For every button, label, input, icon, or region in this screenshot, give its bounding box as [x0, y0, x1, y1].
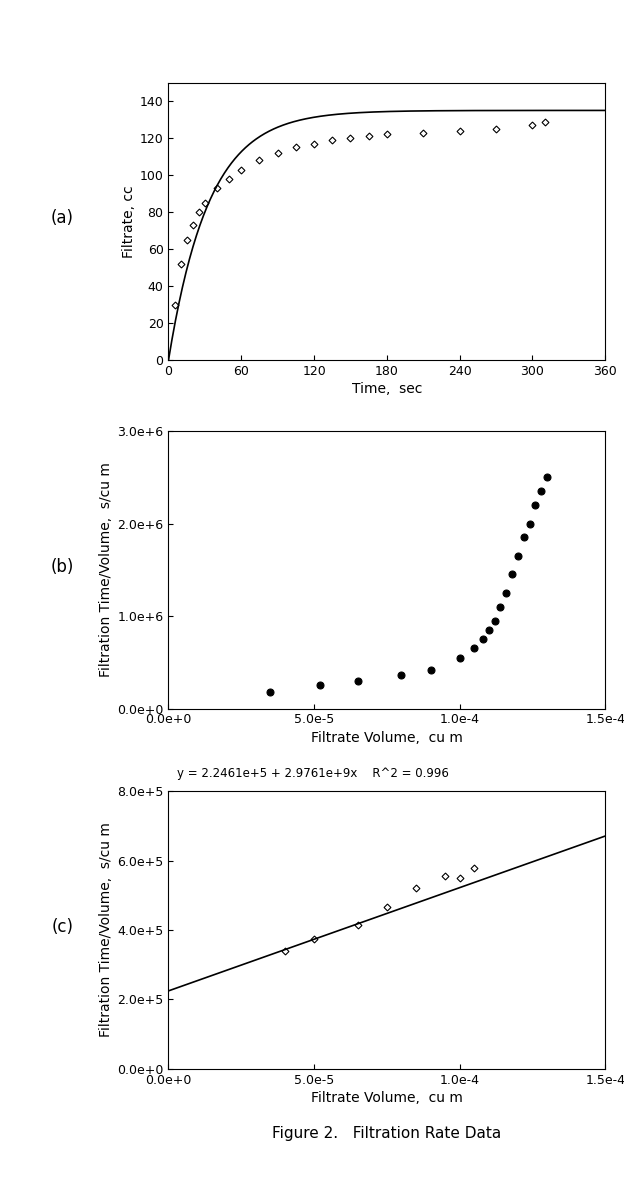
- X-axis label: Time,  sec: Time, sec: [352, 383, 422, 397]
- Y-axis label: Filtrate, cc: Filtrate, cc: [122, 185, 135, 257]
- Y-axis label: Filtration Time/Volume,  s/cu m: Filtration Time/Volume, s/cu m: [99, 463, 113, 677]
- Text: (c): (c): [51, 918, 74, 937]
- Text: (b): (b): [51, 557, 74, 576]
- Y-axis label: Filtration Time/Volume,  s/cu m: Filtration Time/Volume, s/cu m: [99, 823, 113, 1037]
- X-axis label: Filtrate Volume,  cu m: Filtrate Volume, cu m: [311, 1091, 463, 1105]
- Text: (a): (a): [51, 209, 74, 228]
- Text: Figure 2.   Filtration Rate Data: Figure 2. Filtration Rate Data: [272, 1127, 502, 1141]
- X-axis label: Filtrate Volume,  cu m: Filtrate Volume, cu m: [311, 731, 463, 745]
- Text: y = 2.2461e+5 + 2.9761e+9x    R^2 = 0.996: y = 2.2461e+5 + 2.9761e+9x R^2 = 0.996: [177, 768, 449, 781]
